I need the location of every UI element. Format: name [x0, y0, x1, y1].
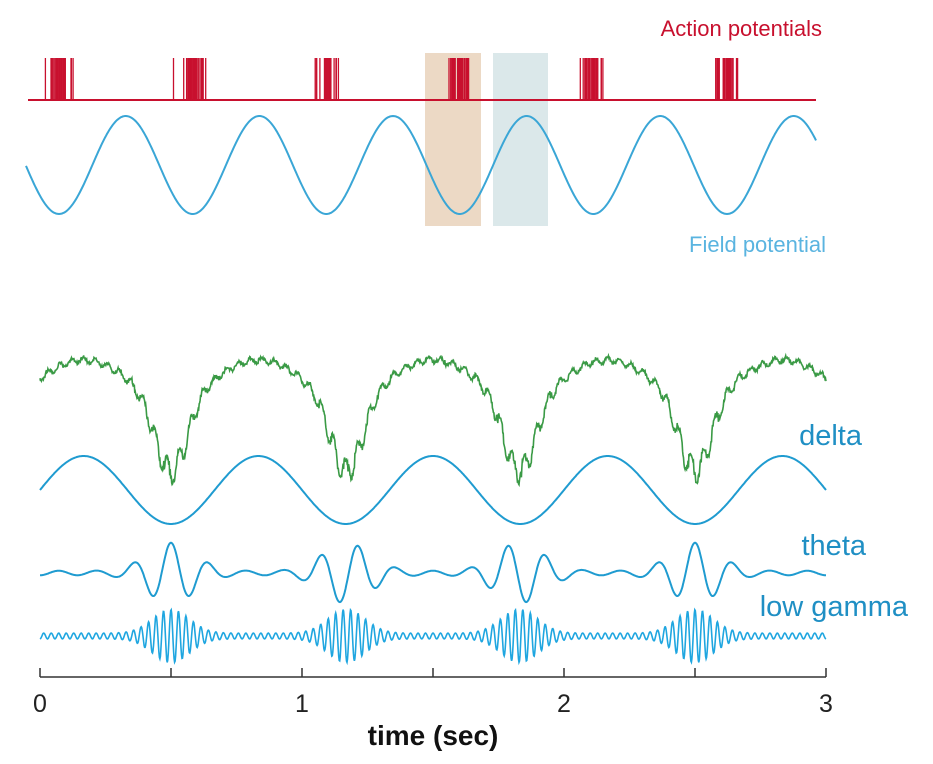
- delta-trace: [39, 455, 827, 525]
- theta-label: theta: [802, 530, 867, 562]
- field-potential-trace: [25, 114, 817, 216]
- raw-signal-trace: [39, 352, 827, 488]
- theta-trace: [40, 541, 826, 604]
- x-tick-label: 3: [819, 690, 833, 718]
- peak-highlight-band: [493, 53, 548, 226]
- x-tick-label: 2: [557, 690, 571, 718]
- field-potential-label: Field potential: [689, 232, 826, 257]
- x-tick-label: 1: [295, 690, 309, 718]
- action-potentials-label: Action potentials: [661, 16, 822, 41]
- delta-label: delta: [799, 420, 863, 452]
- action-potential-raster: [28, 58, 816, 101]
- low-gamma-trace: [39, 607, 827, 666]
- x-tick-label: 0: [33, 690, 47, 718]
- x-axis: 0 1 2 3: [33, 668, 833, 718]
- low-gamma-label: low gamma: [760, 591, 909, 623]
- x-axis-title: time (sec): [368, 720, 499, 751]
